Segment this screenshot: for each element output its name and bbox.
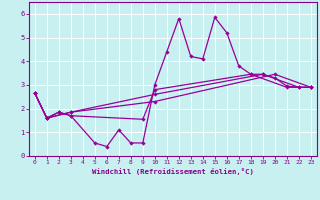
X-axis label: Windchill (Refroidissement éolien,°C): Windchill (Refroidissement éolien,°C) xyxy=(92,168,254,175)
